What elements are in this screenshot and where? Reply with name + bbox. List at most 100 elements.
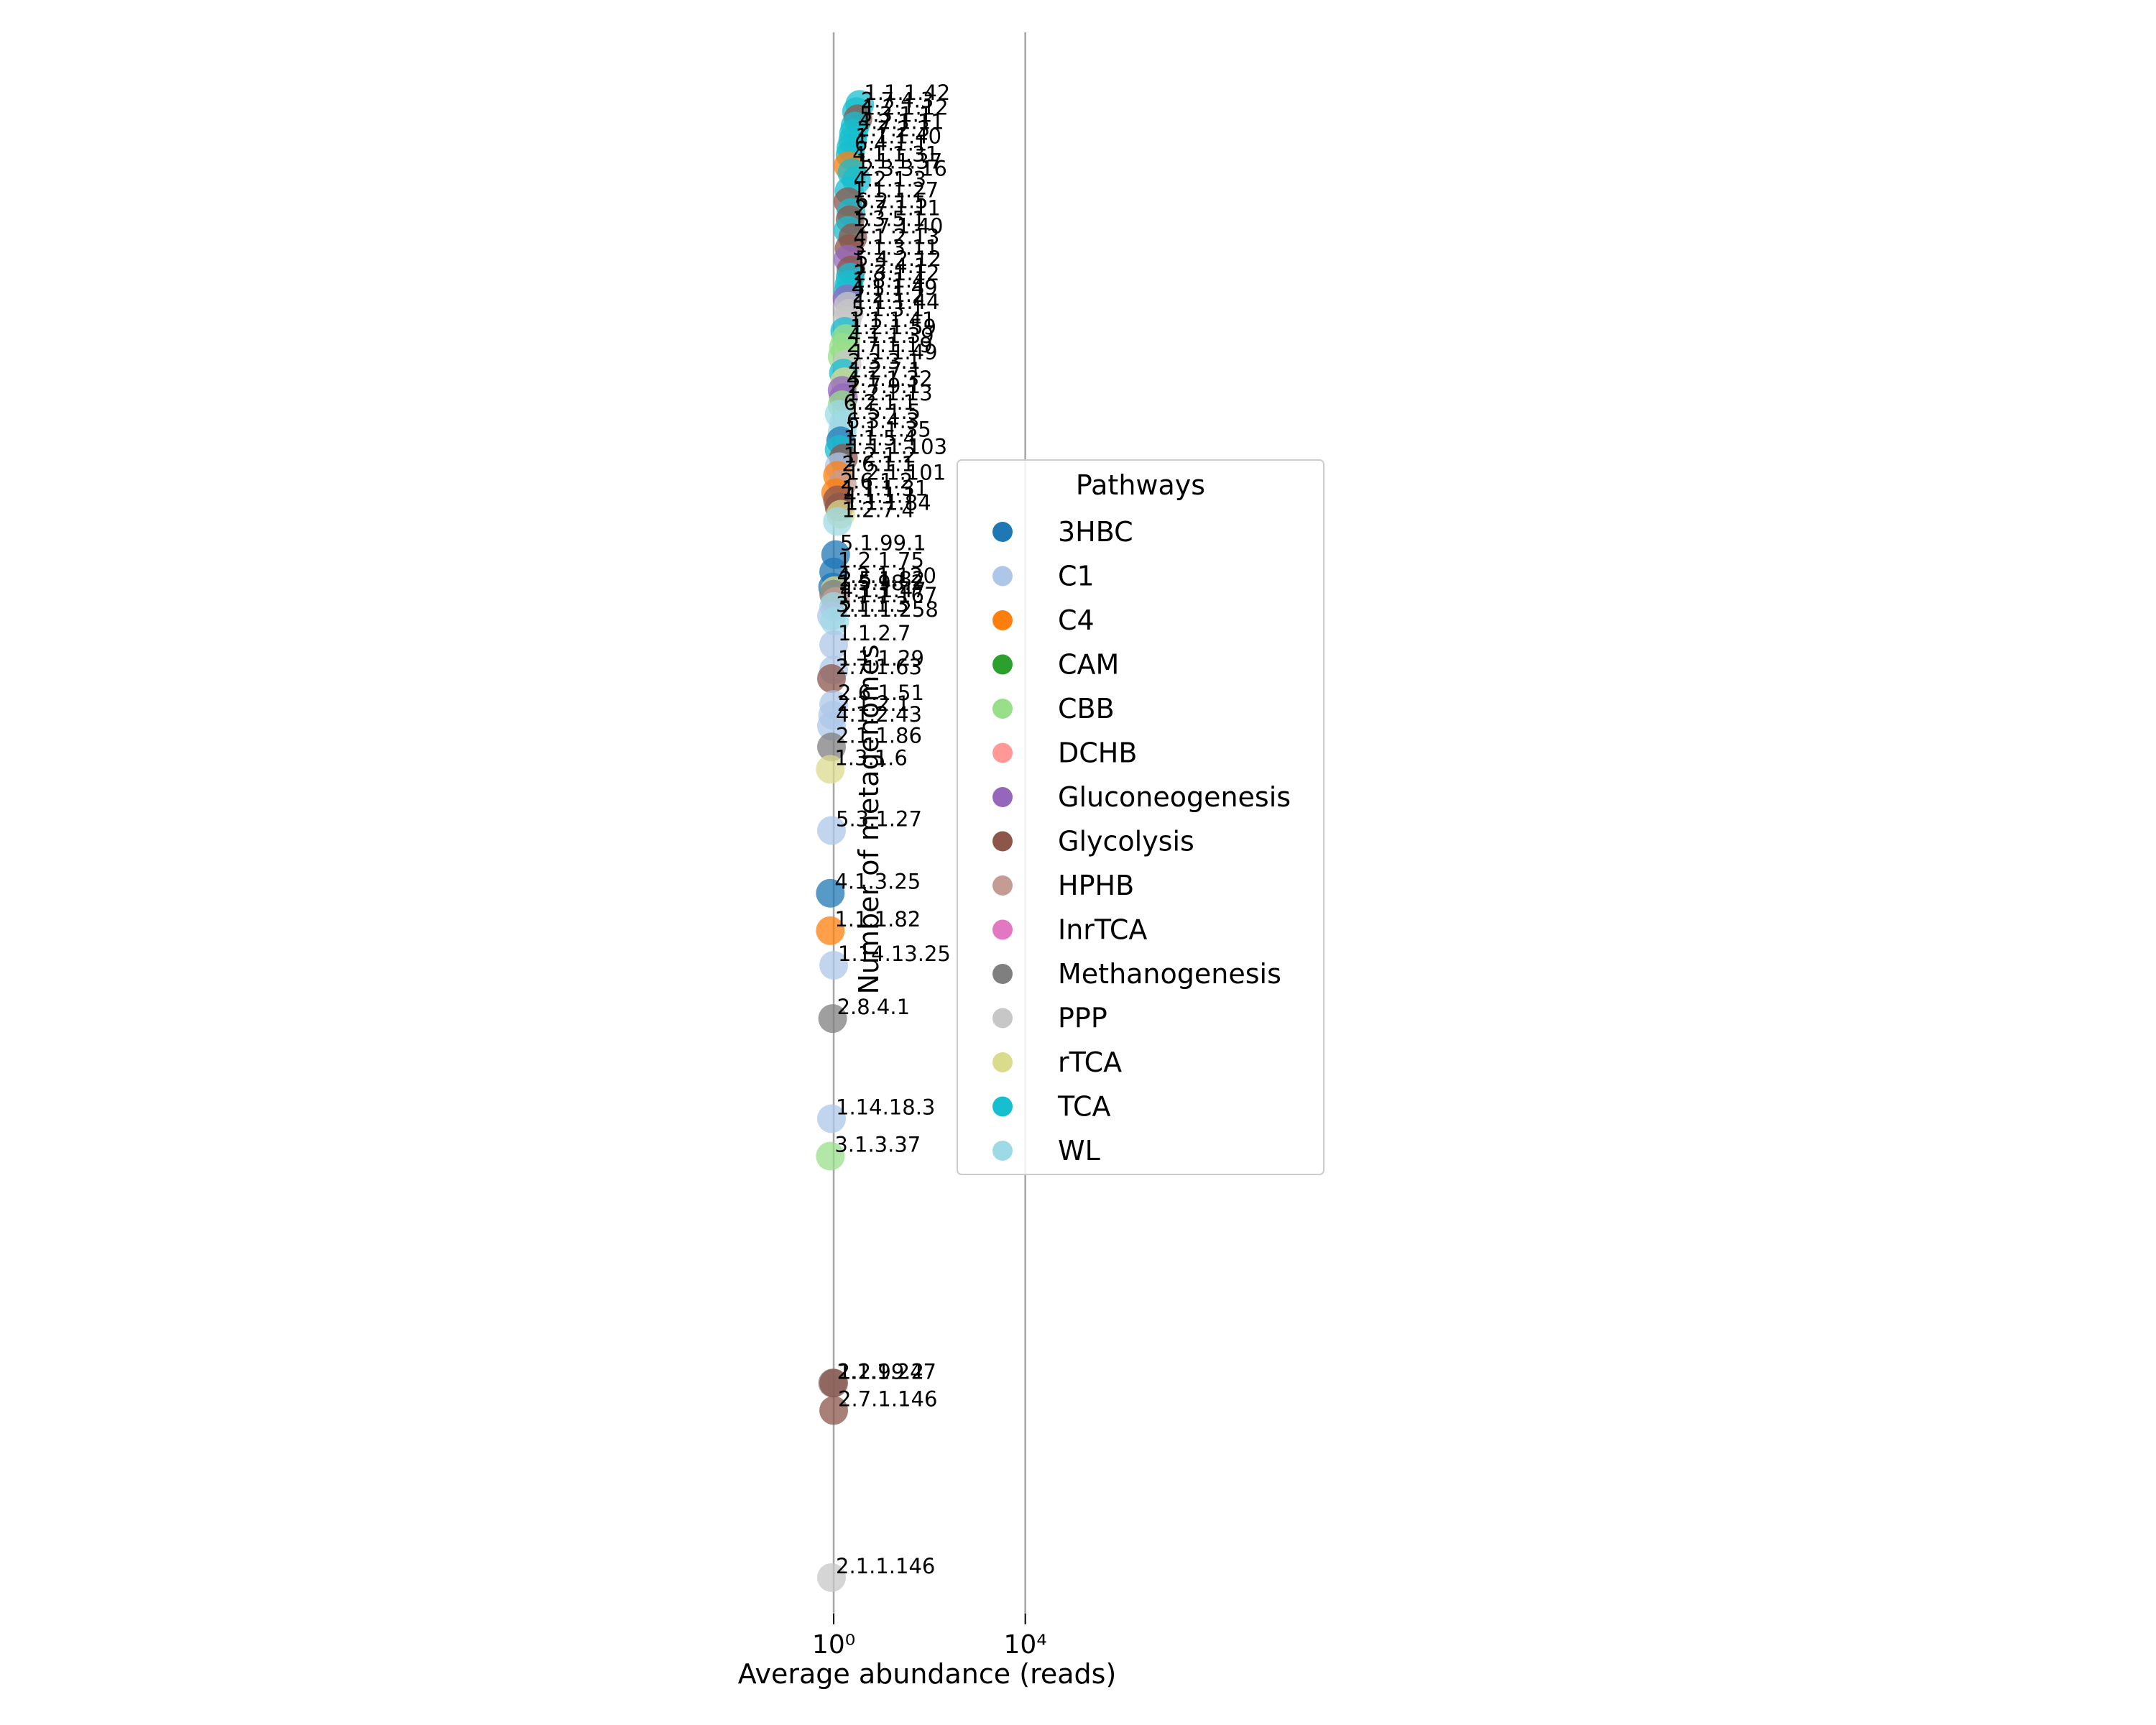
point-label-38: 1.5.1.5 [848,400,921,424]
legend-label-inrtca: InrTCA [1058,914,1147,946]
legend-label-dchb: DCHB [1058,737,1137,769]
legend-label-methanogenesis: Methanogenesis [1058,958,1281,990]
point-label-72: 2.8.4.1 [837,995,910,1019]
legend-frame [957,459,1325,1175]
point-label-8: 4.1.1.31 [852,142,939,166]
legend-label-gluconeogenesis: Gluconeogenesis [1058,781,1291,813]
point-label-55: 1.5.98.2 [838,571,924,595]
legend-marker-3hbc [992,522,1013,542]
point-label-2: 1.2.1.12 [862,95,949,119]
legend-marker-c1 [992,566,1013,586]
point-label-40: 1.1.1.35 [845,417,931,441]
scatter-point-74 [816,1141,845,1171]
y-axis-label: Number of metagenomes [853,644,885,994]
point-label-12: 1.1.1.27 [852,178,939,203]
point-label-16: 2.7.1.40 [857,214,944,239]
point-label-6: 1.1.1.40 [855,124,941,148]
scatter-point-77 [819,1396,849,1425]
point-label-56: 4.1.1.47 [840,578,926,602]
point-label-4: 4.2.1.11 [858,109,944,134]
point-label-22: 1.8.1.4 [852,268,925,293]
point-label-1: 2.7.4.3 [861,88,934,112]
point-label-26: 5.1.3.1 [852,297,924,321]
legend-label-3hbc: 3HBC [1058,516,1133,548]
point-label-47: 1.1.1.31 [842,476,928,500]
point-label-77: 2.7.1.146 [838,1386,937,1411]
legend-marker-rtca [992,1052,1013,1072]
point-label-76: 1.2.99.2 [838,1359,924,1384]
point-label-31: 1.1.1.49 [852,340,938,364]
point-label-67: 1.3.1.6 [834,745,907,770]
legend: Pathways 3HBC C1 C4 CAM CBB DCHB Gluconeogenes… [957,459,1325,1175]
x-axis-ticks: 10⁰ 10⁴ [812,1614,1047,1660]
scatter-points [816,90,875,1592]
point-label-34: 4.1.1.32 [847,367,933,391]
point-label-59: 2.1.1.258 [839,597,938,622]
legend-label-rtca: rTCA [1058,1046,1122,1078]
legend-label-c1: C1 [1058,561,1095,592]
point-label-39: 6.3.4.3 [847,408,919,433]
point-label-15: 1.3.5.1 [852,207,925,231]
legend-marker-hphb [992,875,1013,896]
point-label-65: 4.1.2.43 [836,702,922,727]
legend-marker-gluconeogenesis [992,787,1013,807]
point-label-33: 1.2.7.1 [849,358,921,382]
scatter-point-71 [819,950,849,980]
legend-marker-dchb [992,742,1013,763]
legend-label-c4: C4 [1058,604,1095,636]
point-label-17: 4.1.2.13 [854,225,940,249]
scatter-point-67 [816,755,845,784]
scatter-point-72 [818,1004,847,1034]
legend-label-wl: WL [1058,1135,1100,1167]
legend-label-glycolysis: Glycolysis [1058,826,1194,857]
legend-marker-c4 [992,610,1013,630]
scatter-point-66 [817,732,847,762]
point-label-36: 1.2.1.13 [847,381,933,405]
x-tick-label-1: 10⁴ [1004,1630,1047,1660]
legend-title: Pathways [1076,469,1205,501]
point-label-19: 5.4.2.12 [855,247,941,271]
point-label-73: 1.14.18.3 [836,1095,935,1119]
legend-marker-wl [992,1141,1013,1161]
point-label-25: 1.1.1.44 [854,290,940,314]
point-label-18: 3.1.3.11 [852,236,939,260]
point-label-9: 1.1.1.37 [856,149,942,173]
point-label-52: 1.2.1.75 [838,548,924,573]
scatter-point-60 [819,630,849,659]
legend-marker-tca [992,1096,1013,1117]
point-label-50: 1.2.7.4 [842,498,914,523]
scatter-point-78 [817,1563,847,1592]
point-label-13: 6.2.1.5 [855,189,928,213]
point-label-74: 3.1.3.37 [834,1133,921,1157]
point-label-70: 1.1.1.82 [834,907,921,932]
scatter-point-70 [816,916,845,945]
point-label-63: 2.6.1.51 [838,681,924,705]
point-label-42: 1.1.1.103 [848,434,947,459]
point-label-35: 2.7.9.1 [848,374,921,398]
point-label-68: 5.3.1.27 [836,807,922,832]
legend-label-cam: CAM [1058,649,1119,681]
scatter-point-59 [820,606,849,635]
point-label-43: 1.2.1.2 [844,443,916,467]
legend-marker-ppp [992,1008,1013,1029]
legend-label-cbb: CBB [1058,693,1115,724]
legend-entries: 3HBC C1 C4 CAM CBB DCHB Gluconeogenesis Glycoly… [992,516,1291,1167]
point-label-58: 3.1.1.3 [836,592,908,617]
point-label-21: 2.3.1.12 [854,261,940,285]
legend-label-tca: TCA [1057,1091,1111,1123]
point-label-61: 1.1.1.29 [838,646,924,671]
point-label-27: 1.1.1.41 [849,308,935,332]
point-label-48: 4.1.1.1 [844,484,916,508]
point-label-41: 1.1.5.4 [844,426,916,450]
point-label-7: 6.4.1.1 [854,131,927,155]
point-label-28: 1.2.1.59 [850,315,936,339]
x-tick-label-0: 10⁰ [812,1630,855,1660]
point-labels: 1.1.1.422.7.4.31.2.1.125.3.1.14.2.1.112.… [834,80,951,1578]
scatter-point-62 [817,664,847,694]
scatter-point-50 [823,507,852,536]
point-label-32: 2.3.3.1 [848,349,921,374]
point-label-23: 4.1.1.49 [852,275,938,300]
point-label-46: 2.6.1.2 [840,469,913,493]
point-label-57: 1.1.1.167 [838,583,937,607]
